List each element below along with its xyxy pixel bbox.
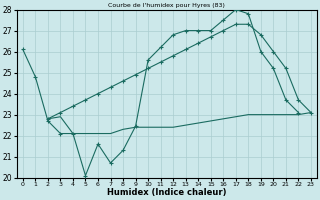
X-axis label: Humidex (Indice chaleur): Humidex (Indice chaleur) [107, 188, 227, 197]
Title: Courbe de l'humidex pour Hyres (83): Courbe de l'humidex pour Hyres (83) [108, 3, 225, 8]
